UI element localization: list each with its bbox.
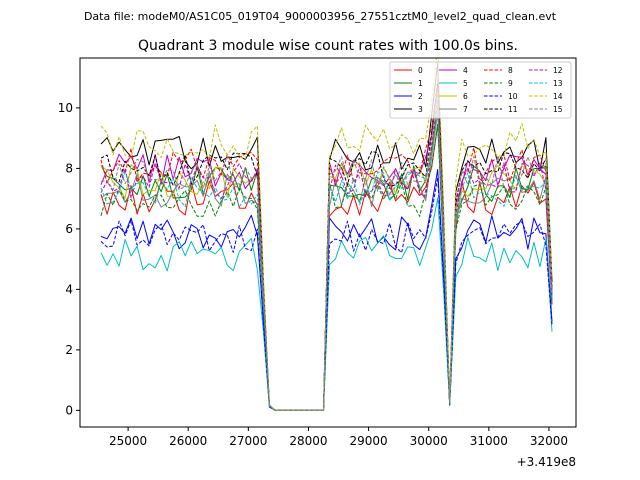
legend-label-12: 12 [553,66,563,75]
series-line-8 [100,79,553,411]
legend-label-0: 0 [418,66,423,75]
legend-label-13: 13 [553,79,563,88]
legend-label-4: 4 [463,66,468,75]
series-line-9 [100,124,553,411]
legend-label-7: 7 [463,105,468,114]
chart-title: Quadrant 3 module wise count rates with … [138,38,518,54]
legend-label-15: 15 [553,105,563,114]
series-line-4 [100,87,553,411]
legend-label-5: 5 [463,79,468,88]
legend-label-3: 3 [418,105,423,114]
series-line-6 [100,99,553,411]
series-line-10 [100,177,553,411]
y-axis: 0 2 4 6 8 10 [58,101,80,417]
legend-label-14: 14 [553,92,563,101]
legend-label-8: 8 [508,66,513,75]
plot-frame [79,57,577,428]
x-tick-label: 27000 [229,434,267,448]
x-tick-label: 32000 [530,434,568,448]
x-offset-label: +3.419e8 [517,455,576,469]
x-tick-label: 31000 [470,434,508,448]
y-tick-label: 4 [65,282,73,296]
x-axis: 25000 26000 27000 28000 29000 30000 31000 32000 [109,427,568,448]
chart-suptitle: Data file: modeM0/AS1C05_019T04_90000039… [84,10,557,23]
legend-label-6: 6 [463,92,468,101]
series-line-11 [100,83,553,411]
y-tick-label: 0 [65,403,73,417]
legend-label-1: 1 [418,79,423,88]
series-line-1 [100,103,553,411]
x-tick-label: 26000 [169,434,207,448]
y-tick-label: 10 [58,101,73,115]
y-tick-label: 6 [65,222,73,236]
legend-frame [389,61,572,119]
x-tick-label: 29000 [349,434,387,448]
series-line-15 [100,91,553,411]
series-line-12 [100,99,553,411]
legend-label-2: 2 [418,92,423,101]
legend-label-10: 10 [508,92,518,101]
x-tick-label: 30000 [410,434,448,448]
y-tick-label: 2 [65,343,73,357]
legend-label-11: 11 [508,105,518,114]
x-tick-label: 28000 [289,434,327,448]
legend-label-9: 9 [508,79,513,88]
y-tick-label: 8 [65,161,73,175]
series-layer [100,58,553,411]
x-tick-label: 25000 [109,434,147,448]
